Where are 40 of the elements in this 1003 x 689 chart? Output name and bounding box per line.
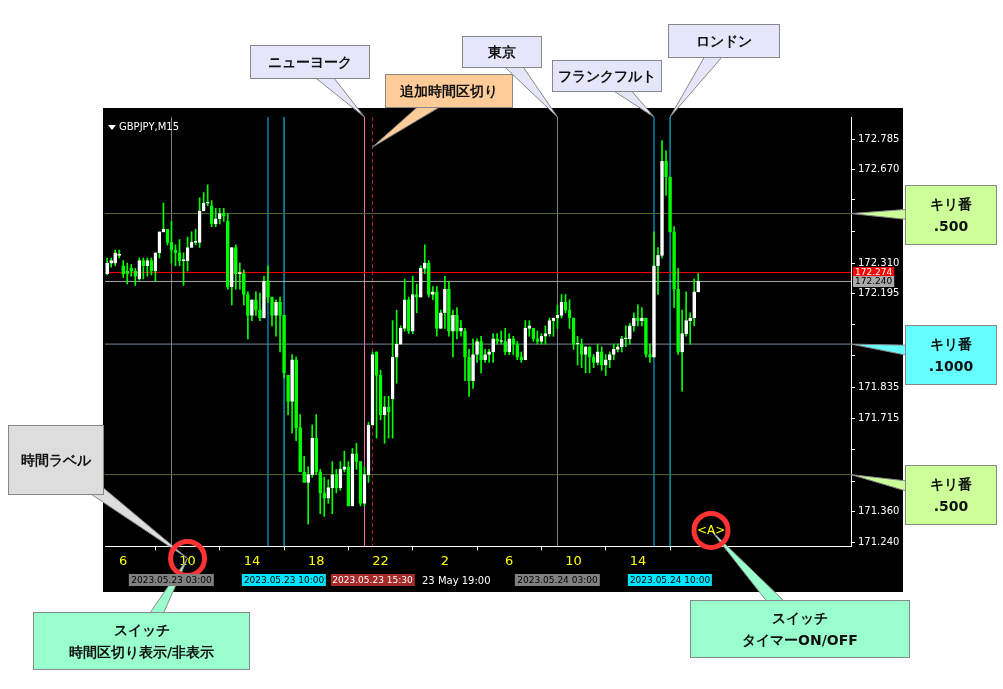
text: 追加時間区切り (400, 82, 498, 101)
text: 2023.05.23 15:30 (330, 574, 415, 586)
ref-line-label: 172.274 (855, 267, 893, 278)
text: キリ番 .1000 (928, 335, 974, 376)
y-tick-label: 172.670 (858, 162, 900, 174)
text: キリ番 .500 (930, 475, 972, 516)
y-tick-label: 171.240 (858, 536, 900, 548)
text: 東京 (488, 43, 516, 62)
chart-title: GBPJPY,M15 (119, 120, 180, 132)
annotation: <A> (697, 522, 726, 539)
text: ニューヨーク (268, 53, 352, 72)
y-tick-label: 172.785 (858, 132, 900, 144)
x-tick-label: 14 (629, 552, 647, 568)
y-tick-label: 171.360 (858, 504, 900, 516)
text: 2023.05.23 10:00 (241, 574, 327, 586)
x-tick-label: 14 (243, 552, 261, 568)
x-tick-label: 6 (119, 552, 128, 568)
x-tick-label: 18 (307, 552, 325, 568)
text: フランクフルト (558, 67, 656, 86)
y-tick-label: 171.715 (858, 412, 900, 424)
text: スイッチ (772, 609, 828, 628)
x-tick-label: 6 (505, 552, 514, 568)
text: 2023.05.23 03:00 (129, 574, 214, 586)
x-tick-label: 10 (179, 552, 196, 568)
x-tick-label: 2 (440, 552, 450, 568)
text: スイッチ (113, 621, 170, 640)
text: 23 May 19:00 (422, 574, 491, 587)
x-tick-label: 10 (565, 552, 582, 568)
text: キリ番 .500 (930, 195, 972, 236)
y-tick-label: 172.310 (858, 256, 900, 268)
y-tick-label: 172.195 (858, 286, 900, 298)
text: ロンドン (696, 32, 752, 51)
text: 時間区切り表示/非表示 (68, 643, 215, 662)
text: 2023.05.24 03:00 (515, 574, 600, 586)
text: タイマーON/OFF (742, 631, 858, 650)
text: 2023.05.24 10:00 (627, 574, 713, 586)
text: 時間ラベル (21, 451, 91, 470)
y-tick-label: 171.835 (858, 380, 900, 392)
ref-line-label: 172.240 (855, 276, 893, 287)
x-tick-label: 22 (372, 552, 389, 568)
